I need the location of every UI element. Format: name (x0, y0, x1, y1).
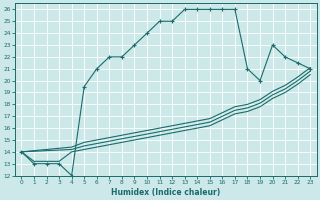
X-axis label: Humidex (Indice chaleur): Humidex (Indice chaleur) (111, 188, 220, 197)
